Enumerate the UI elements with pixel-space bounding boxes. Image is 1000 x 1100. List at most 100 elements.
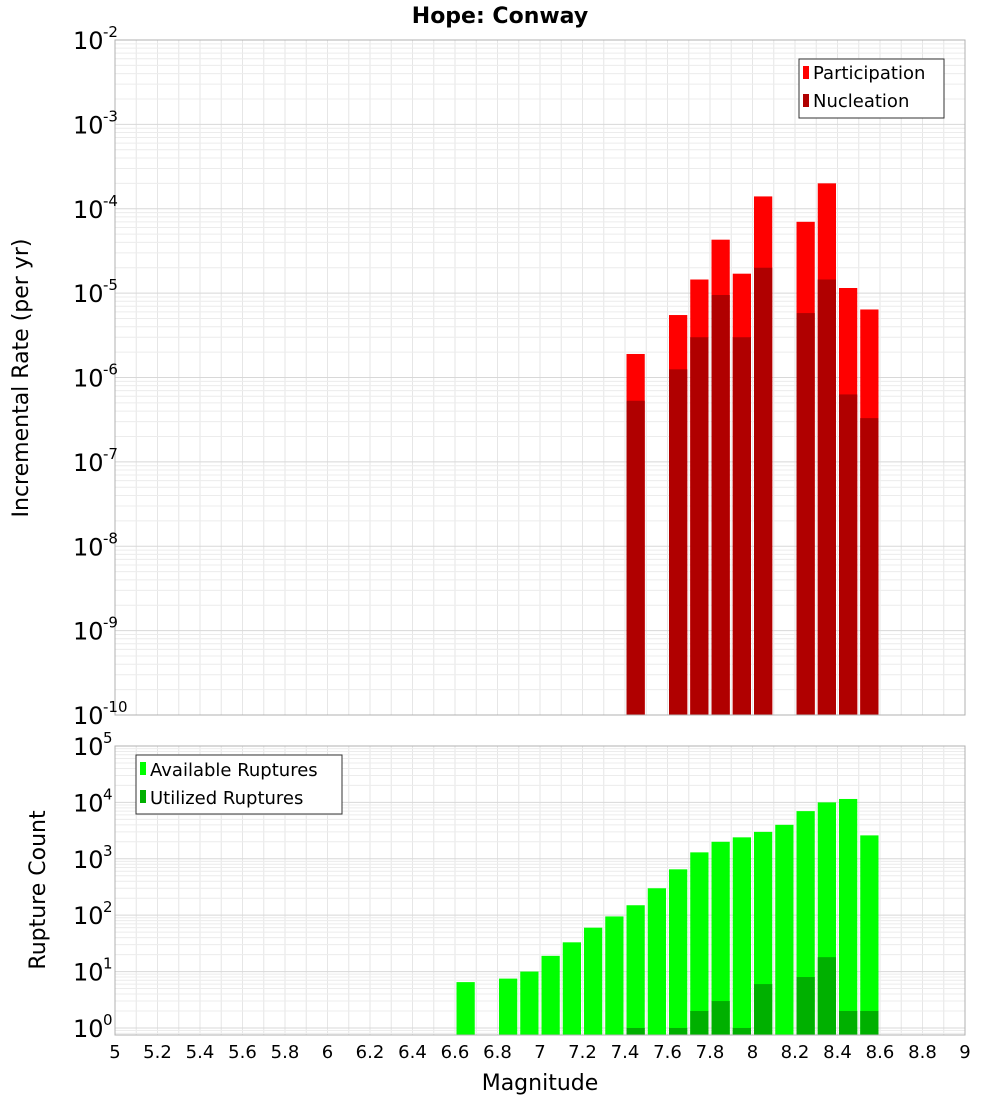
rate-y-tick-label: 10	[73, 365, 104, 393]
utilized-legend-label: Utilized Ruptures	[150, 788, 303, 809]
count-bar-primary	[520, 971, 539, 1035]
count-bar-primary	[775, 824, 794, 1035]
x-tick-label: 6	[322, 1042, 333, 1063]
count-y-tick-label: 10	[73, 789, 104, 817]
rate-y-tick-label: 10	[73, 702, 104, 730]
count-bar-secondary	[817, 957, 836, 1035]
count-y-tick-exponent: 2	[103, 898, 113, 916]
rate-y-tick-label: 10	[73, 280, 104, 308]
count-y-axis-label: Rupture Count	[26, 810, 51, 970]
x-tick-label: 6.8	[483, 1042, 512, 1063]
count-bar-primary	[669, 869, 688, 1035]
count-bar-primary	[605, 916, 624, 1035]
count-y-tick-exponent: 0	[103, 1011, 113, 1029]
rate-plot-border	[114, 39, 966, 716]
count-bar-primary	[690, 852, 709, 1035]
count-legend: Available Ruptures Utilized Ruptures	[135, 754, 343, 815]
rate-legend: Participation Nucleation	[798, 58, 945, 119]
chart-title: Hope: Conway	[412, 4, 588, 29]
x-tick-label: 6.6	[441, 1042, 470, 1063]
magnitude-x-ticks: 5 5.2 5.4 5.6 5.8 6 6.2 6.4 6.6 6.8 7 7.2 7.4 7.6 7.8 8…	[109, 1042, 970, 1063]
count-y-tick-exponent: 1	[103, 955, 113, 973]
rate-y-tick-exponent: -2	[103, 23, 118, 41]
count-bar-secondary	[669, 1027, 688, 1035]
rate-bar-secondary	[754, 267, 773, 715]
x-tick-label: 8	[747, 1042, 758, 1063]
count-plot-border	[114, 745, 966, 1036]
count-bar-primary	[456, 982, 475, 1035]
count-y-tick-exponent: 5	[103, 729, 113, 747]
rate-bars	[626, 183, 879, 716]
available-legend-label: Available Ruptures	[150, 760, 318, 781]
rate-bar-secondary	[839, 394, 858, 715]
x-tick-label: 8.4	[823, 1042, 852, 1063]
rate-y-tick-exponent: -3	[103, 107, 118, 125]
rate-y-tick-exponent: -5	[103, 276, 118, 294]
rate-bar-secondary	[626, 400, 645, 715]
rate-bar-secondary	[711, 295, 730, 715]
count-y-tick-exponent: 3	[103, 842, 113, 860]
x-axis-label: Magnitude	[482, 1071, 599, 1096]
x-tick-label: 5.2	[143, 1042, 172, 1063]
x-tick-label: 5.6	[228, 1042, 257, 1063]
count-legend-box	[135, 754, 343, 815]
count-bar-secondary	[860, 1010, 879, 1035]
x-tick-label: 5.4	[186, 1042, 215, 1063]
count-bar-secondary	[732, 1027, 751, 1035]
count-bar-primary	[711, 841, 730, 1035]
x-tick-label: 7.4	[611, 1042, 640, 1063]
count-bar-primary	[584, 927, 603, 1035]
rate-bar-secondary	[732, 337, 751, 715]
rate-y-tick-label: 10	[73, 27, 104, 55]
rate-gridlines	[114, 40, 966, 716]
count-y-tick-label: 10	[73, 902, 104, 930]
x-tick-label: 8.8	[908, 1042, 937, 1063]
count-bar-primary	[647, 888, 666, 1035]
x-tick-label: 7.8	[696, 1042, 725, 1063]
rate-y-tick-label: 10	[73, 111, 104, 139]
x-tick-label: 5.8	[271, 1042, 300, 1063]
nucleation-legend-label: Nucleation	[813, 91, 909, 112]
count-bar-secondary	[626, 1027, 645, 1035]
count-bar-primary	[732, 837, 751, 1035]
rate-bar-secondary	[690, 337, 709, 715]
count-bar-primary	[541, 955, 560, 1035]
count-bar-primary	[562, 942, 581, 1035]
x-tick-label: 7.2	[568, 1042, 597, 1063]
count-bar-secondary	[796, 977, 815, 1035]
count-bars	[456, 798, 879, 1035]
rate-y-tick-exponent: -10	[103, 698, 128, 716]
utilized-legend-swatch	[140, 790, 146, 803]
rate-bar-secondary	[669, 369, 688, 715]
x-tick-label: 6.2	[356, 1042, 385, 1063]
count-bar-primary	[839, 798, 858, 1035]
x-tick-label: 8.6	[866, 1042, 895, 1063]
rate-y-tick-label: 10	[73, 618, 104, 646]
count-y-tick-exponent: 4	[103, 785, 113, 803]
x-tick-label: 7	[534, 1042, 545, 1063]
participation-legend-swatch	[803, 66, 809, 79]
nucleation-legend-swatch	[803, 94, 809, 107]
rate-legend-box	[798, 58, 945, 119]
count-y-tick-label: 10	[73, 846, 104, 874]
rate-y-tick-exponent: -8	[103, 529, 118, 547]
rate-bar-secondary	[796, 313, 815, 715]
rate-y-tick-exponent: -9	[103, 614, 118, 632]
rate-bar-secondary	[817, 279, 836, 715]
x-tick-label: 5	[109, 1042, 120, 1063]
x-tick-label: 9	[959, 1042, 970, 1063]
rate-y-tick-label: 10	[73, 196, 104, 224]
rate-bar-secondary	[860, 418, 879, 715]
count-bar-primary	[626, 905, 645, 1035]
available-legend-swatch	[140, 762, 146, 775]
rate-y-axis-label: Incremental Rate (per yr)	[9, 239, 34, 518]
count-bar-primary	[499, 978, 518, 1035]
rate-y-tick-exponent: -6	[103, 361, 118, 379]
x-tick-label: 6.4	[398, 1042, 427, 1063]
count-y-tick-label: 10	[73, 1015, 104, 1043]
